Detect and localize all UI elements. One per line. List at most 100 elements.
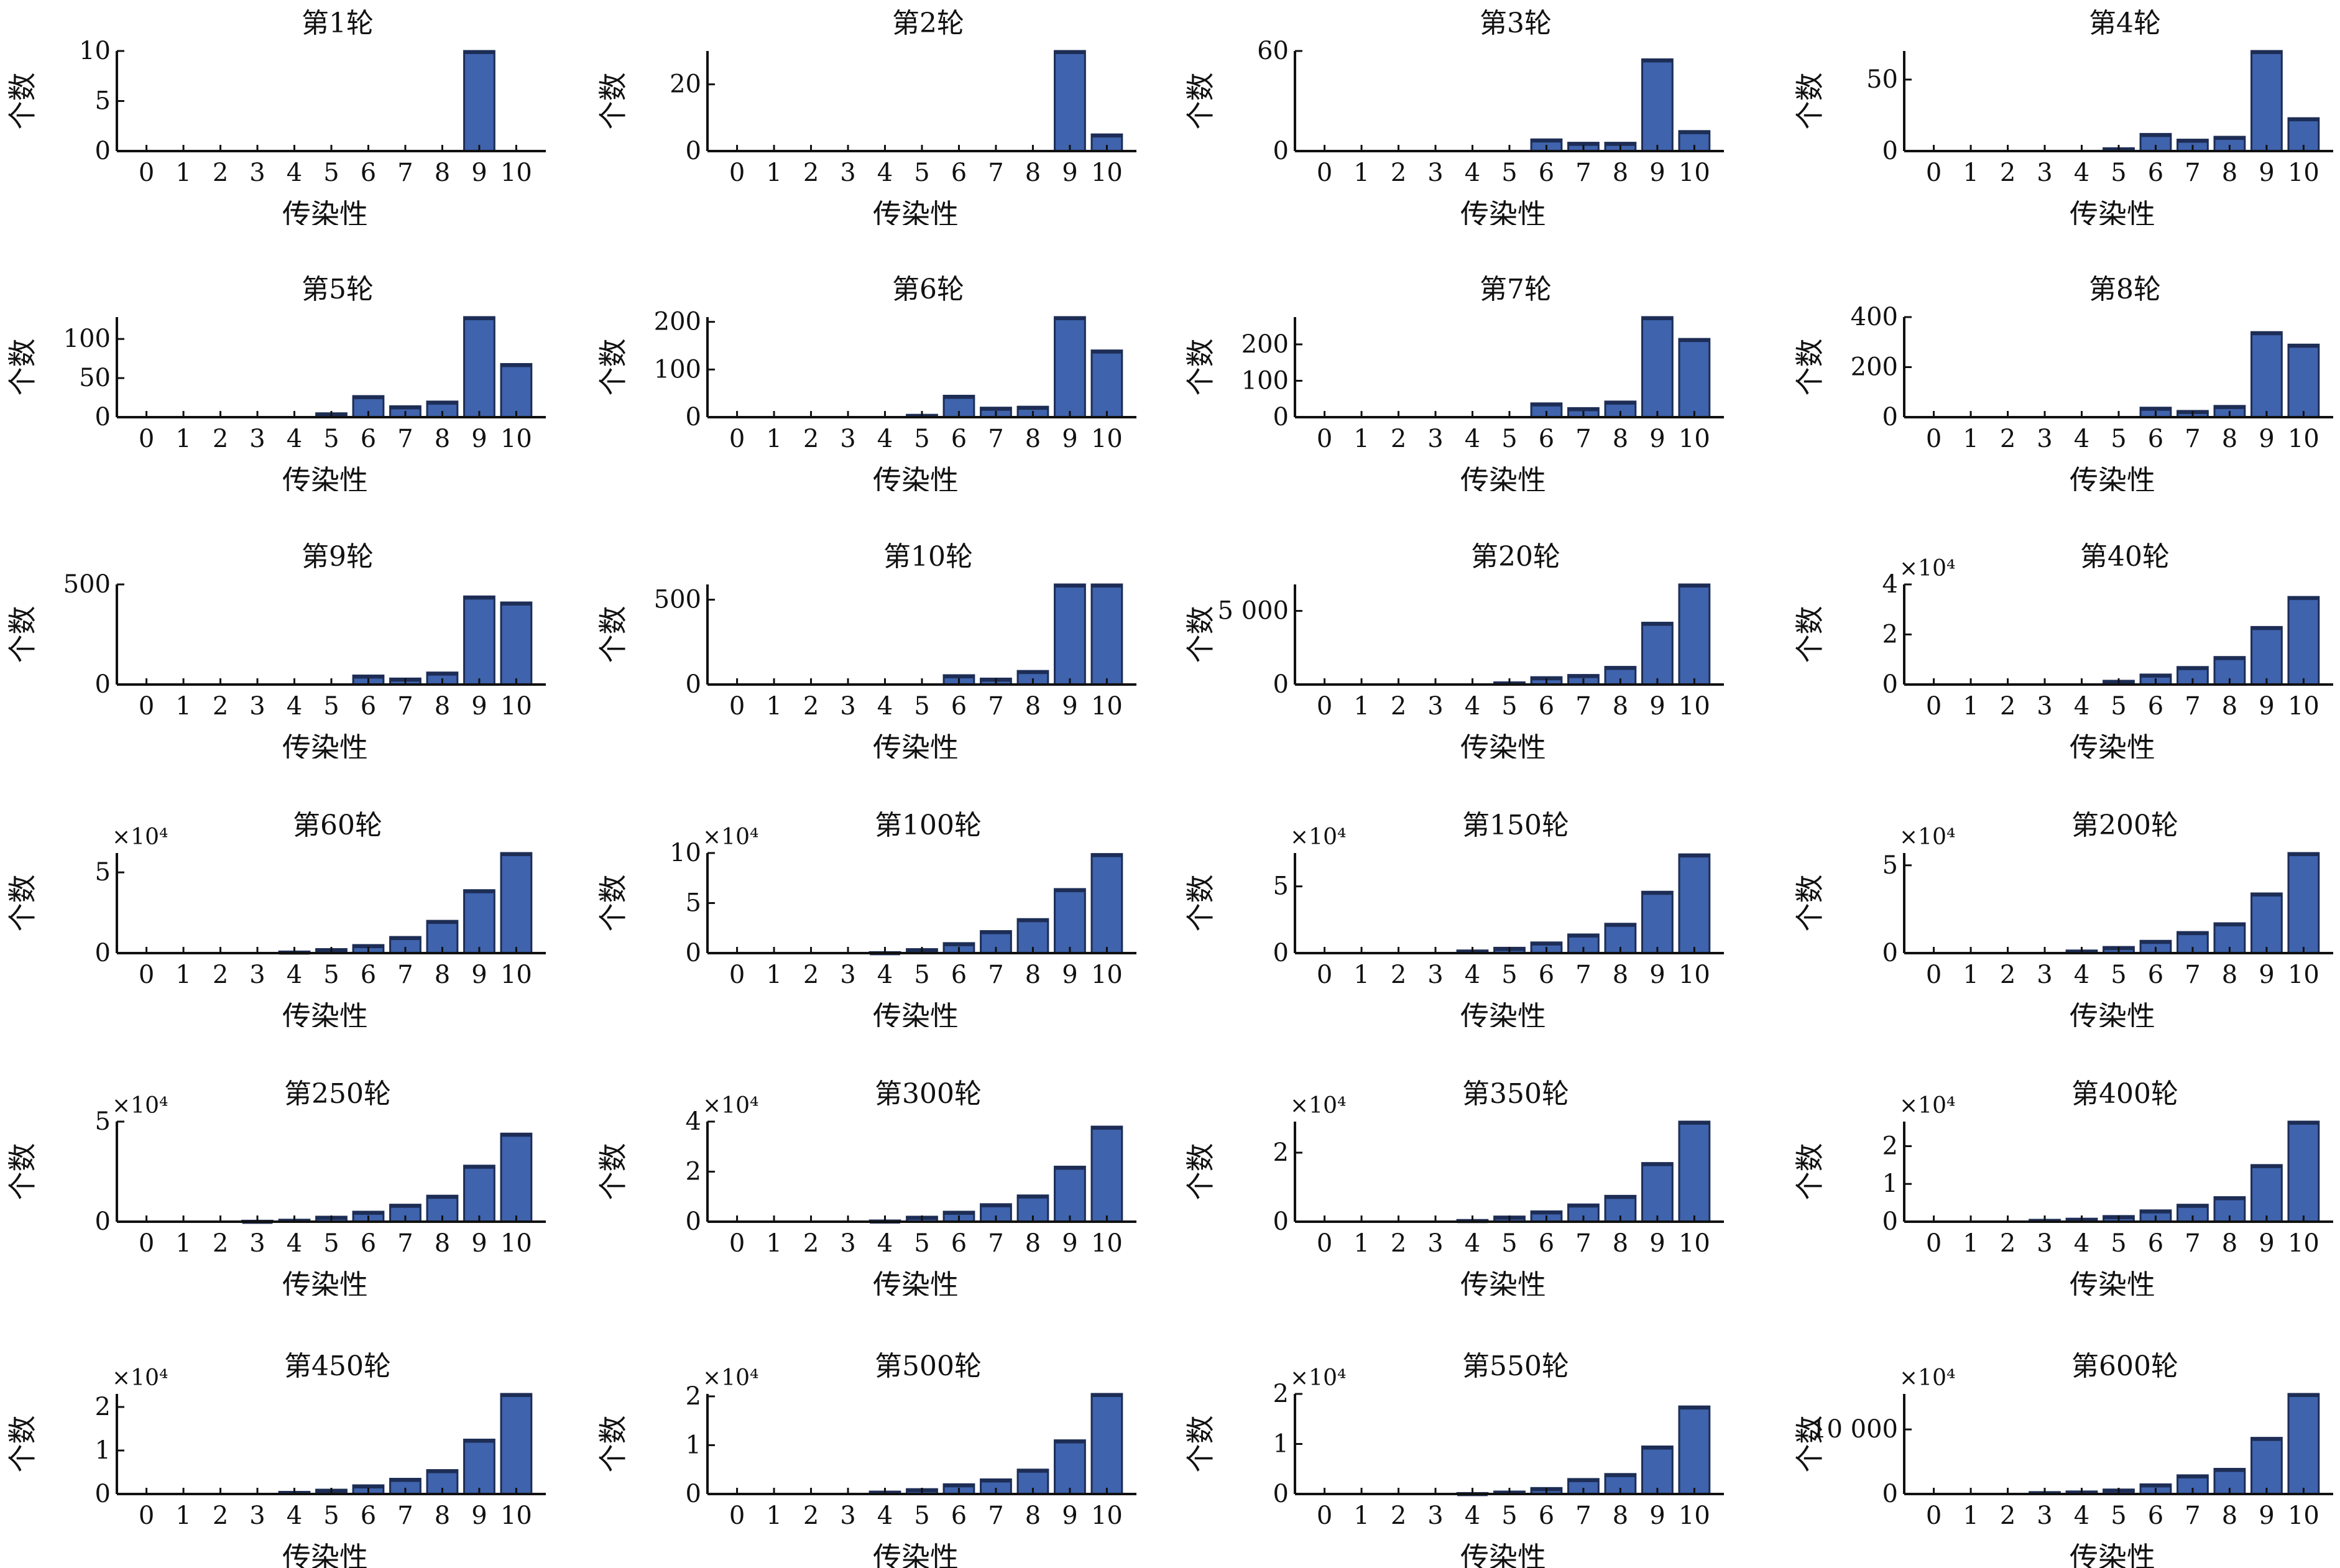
x-tick-label: 7 [1575,961,1591,989]
bar-rect [1678,1405,1711,1495]
x-tick-label: 4 [1465,1501,1480,1530]
panel-title: 第200轮 [2071,809,2178,841]
x-tick-label: 5 [914,425,929,453]
x-tick-label: 6 [2148,692,2163,721]
bar [1054,888,1086,954]
x-tick-label: 3 [249,692,265,721]
x-tick-label: 5 [323,425,339,453]
x-tick-label: 5 [914,1501,929,1530]
x-tick-label: 1 [1963,1501,1978,1530]
bar [1054,583,1086,686]
panel-title: 第20轮 [1471,541,1560,573]
panel-title: 第150轮 [1462,809,1569,841]
bar-cap [1605,1195,1636,1199]
bar-rect [500,362,533,418]
bar [1678,853,1711,954]
x-tick-label: 3 [840,692,855,721]
y-tick-label: 1 [95,1436,111,1465]
x-axis-label: 传染性 [873,1541,959,1568]
x-tick-label: 1 [175,692,191,721]
x-tick-label: 5 [1501,692,1517,721]
axis-scale-label: ×10⁴ [112,824,168,850]
panel-title: 第350轮 [1462,1078,1569,1110]
x-tick-label: 1 [1353,1501,1369,1530]
x-tick-label: 8 [1613,425,1628,453]
x-tick-label: 8 [1025,159,1041,187]
x-tick-label: 9 [471,1229,487,1258]
bar-cap [944,1211,974,1215]
bar-cap [2214,1196,2245,1201]
x-tick-label: 3 [249,1229,265,1258]
bar-cap [1092,853,1122,857]
x-tick-label: 0 [1926,1229,1942,1258]
panel-title: 第600轮 [2071,1350,2178,1382]
bar-cap [944,942,974,946]
x-tick-label: 9 [1062,1501,1077,1530]
x-tick-label: 2 [213,159,228,187]
bar [2287,596,2320,686]
x-tick-label: 2 [803,425,819,453]
bar [2176,666,2209,686]
bar-cap [1054,1166,1085,1170]
bar [500,362,533,418]
bar-cap [1018,1469,1048,1473]
y-tick-label: 60 [1257,37,1289,65]
bar [2250,1164,2283,1223]
bar [463,50,495,152]
bar-cap [390,405,421,410]
axis-scale-label: ×10⁴ [1899,1093,1955,1118]
bar-rect [1054,50,1086,152]
x-tick-label: 5 [2111,692,2126,721]
x-tick-label: 2 [1391,692,1406,721]
bar-rect [1641,58,1674,152]
x-tick-label: 10 [500,961,532,989]
x-tick-label: 7 [2185,692,2200,721]
bar-rect [2250,1164,2283,1223]
x-axis-label: 传染性 [873,198,959,225]
x-axis-label: 传染性 [2070,1541,2155,1568]
bar-rect [463,1164,495,1223]
bar-cap [2214,922,2245,926]
bar-rect [1054,1165,1086,1223]
y-axis-label: 个数 [6,1143,39,1201]
y-axis-label: 个数 [1793,875,1826,932]
bar-rect [1090,349,1123,418]
y-tick-label: 0 [1882,1480,1898,1508]
x-axis-label: 传染性 [2070,1268,2155,1296]
bar-rect [2287,1120,2320,1223]
x-tick-label: 2 [803,1501,819,1530]
bar-cap [944,1483,974,1488]
bar [500,1132,533,1223]
y-tick-label: 0 [1882,403,1898,431]
y-tick-label: 5 [95,858,111,887]
x-tick-label: 9 [1649,961,1665,989]
y-axis-label: 个数 [1793,1416,1826,1473]
y-axis-label: 个数 [596,73,630,130]
x-tick-label: 10 [2288,1229,2319,1258]
bar-rect [2287,596,2320,686]
x-tick-label: 0 [139,1229,154,1258]
bar-cap [353,1485,384,1488]
bar [2250,50,2283,152]
bar-cap [2251,1164,2282,1168]
bar-rect [2250,1437,2283,1495]
y-axis-label: 个数 [1184,1416,1217,1473]
x-tick-label: 4 [287,159,302,187]
bar-cap [427,1195,458,1199]
bar [463,316,495,418]
x-axis-label: 传染性 [873,1268,959,1296]
y-tick-label: 2 [1273,1138,1289,1167]
bar [2287,343,2320,418]
bar-cap [2140,407,2171,411]
x-axis-label: 传染性 [282,1268,368,1296]
y-axis-label: 个数 [1184,875,1217,932]
bar-cap [2140,673,2171,678]
bar-rect [2250,625,2283,686]
bar-rect [2287,852,2320,954]
x-tick-label: 7 [2185,1229,2200,1258]
